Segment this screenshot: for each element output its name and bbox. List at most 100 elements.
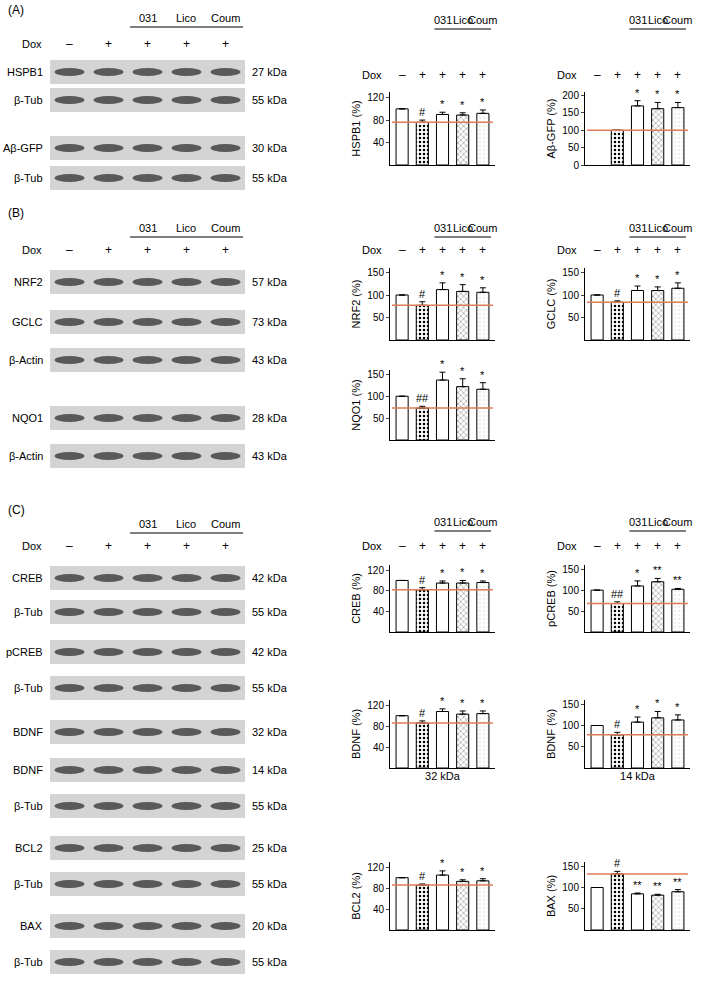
svg-text:#: # (419, 288, 426, 300)
svg-text:–: – (399, 243, 406, 257)
svg-text:100: 100 (562, 720, 579, 731)
svg-text:Coum: Coum (468, 14, 497, 26)
svg-text:*: * (460, 566, 465, 578)
svg-text:50: 50 (568, 903, 580, 914)
svg-text:+: + (144, 243, 151, 257)
svg-text:BDNF: BDNF (13, 764, 43, 776)
svg-text:Lico: Lico (648, 14, 668, 26)
svg-text:*: * (480, 96, 485, 108)
svg-text:150: 150 (562, 267, 579, 278)
svg-text:β-Actin: β-Actin (9, 354, 43, 366)
svg-text:+: + (654, 243, 661, 257)
svg-text:20 kDa: 20 kDa (252, 920, 288, 932)
svg-text:BDNF (%): BDNF (%) (545, 709, 557, 759)
svg-text:100: 100 (562, 585, 579, 596)
svg-text:32 kDa: 32 kDa (425, 770, 461, 782)
svg-text:#: # (419, 870, 426, 882)
svg-text:Dox: Dox (362, 244, 382, 256)
svg-text:Coum: Coum (468, 516, 497, 528)
svg-text:50: 50 (373, 312, 385, 323)
svg-text:Dox: Dox (362, 540, 382, 552)
svg-text:14 kDa: 14 kDa (252, 764, 288, 776)
svg-text:*: * (440, 358, 445, 370)
svg-text:40: 40 (373, 742, 385, 753)
svg-text:*: * (480, 369, 485, 381)
svg-text:β-Tub: β-Tub (14, 682, 43, 694)
svg-text:NQO1: NQO1 (12, 412, 43, 424)
svg-text:40: 40 (373, 606, 385, 617)
svg-text:Aβ-GFP: Aβ-GFP (3, 142, 43, 154)
svg-text:(A): (A) (8, 3, 24, 17)
svg-text:#: # (419, 707, 426, 719)
svg-text:Coum: Coum (468, 222, 497, 234)
svg-text:Dox: Dox (557, 244, 577, 256)
svg-text:+: + (614, 539, 621, 553)
svg-text:β-Tub: β-Tub (14, 956, 43, 968)
svg-text:0: 0 (573, 160, 579, 171)
svg-text:*: * (655, 88, 660, 100)
svg-text:*: * (480, 274, 485, 286)
svg-text:27 kDa: 27 kDa (252, 66, 288, 78)
svg-text:*: * (480, 567, 485, 579)
svg-text:–: – (66, 539, 73, 553)
svg-text:*: * (635, 703, 640, 715)
svg-text:BAX: BAX (20, 920, 43, 932)
svg-text:*: * (655, 697, 660, 709)
svg-text:β-Actin: β-Actin (9, 450, 43, 462)
svg-text:+: + (105, 243, 112, 257)
svg-text:031: 031 (434, 516, 452, 528)
svg-text:**: ** (673, 574, 682, 586)
svg-text:*: * (440, 269, 445, 281)
svg-text:β-Tub: β-Tub (14, 172, 43, 184)
svg-text:*: * (460, 271, 465, 283)
svg-text:Coum: Coum (663, 516, 692, 528)
svg-text:50: 50 (568, 142, 580, 153)
svg-text:Lico: Lico (176, 12, 196, 24)
svg-text:57 kDa: 57 kDa (252, 276, 288, 288)
svg-text:55 kDa: 55 kDa (252, 800, 288, 812)
svg-text:42 kDa: 42 kDa (252, 646, 288, 658)
svg-text:14 kDa: 14 kDa (620, 770, 656, 782)
svg-text:*: * (675, 269, 680, 281)
svg-text:50: 50 (373, 413, 385, 424)
svg-text:Lico: Lico (648, 222, 668, 234)
svg-text:+: + (419, 243, 426, 257)
svg-text:+: + (144, 539, 151, 553)
svg-text:pCREB (%): pCREB (%) (545, 570, 557, 627)
svg-text:#: # (614, 718, 621, 730)
svg-text:+: + (654, 68, 661, 82)
svg-text:BCL2: BCL2 (15, 842, 43, 854)
svg-text:(C): (C) (8, 503, 25, 517)
svg-text:–: – (594, 539, 601, 553)
svg-text:43 kDa: 43 kDa (252, 450, 288, 462)
svg-text:GCLC (%): GCLC (%) (545, 279, 557, 330)
svg-text:–: – (66, 243, 73, 257)
svg-text:#: # (419, 106, 426, 118)
svg-text:42 kDa: 42 kDa (252, 572, 288, 584)
svg-text:55 kDa: 55 kDa (252, 682, 288, 694)
svg-text:(B): (B) (8, 206, 24, 220)
svg-text:+: + (105, 539, 112, 553)
svg-text:*: * (480, 865, 485, 877)
svg-text:+: + (479, 68, 486, 82)
svg-text:**: ** (653, 880, 662, 892)
svg-text:HSPB1 (%): HSPB1 (%) (350, 100, 362, 156)
svg-text:100: 100 (562, 125, 579, 136)
svg-text:120: 120 (367, 92, 384, 103)
svg-text:Dox: Dox (22, 540, 42, 552)
svg-text:+: + (439, 68, 446, 82)
svg-text:Dox: Dox (362, 69, 382, 81)
svg-text:120: 120 (367, 862, 384, 873)
svg-text:150: 150 (367, 369, 384, 380)
svg-text:80: 80 (373, 115, 385, 126)
svg-text:80: 80 (373, 585, 385, 596)
svg-text:100: 100 (562, 290, 579, 301)
svg-text:+: + (459, 68, 466, 82)
svg-text:BAX (%): BAX (%) (545, 875, 557, 917)
svg-text:Lico: Lico (453, 14, 473, 26)
svg-text:*: * (440, 857, 445, 869)
svg-text:28 kDa: 28 kDa (252, 412, 288, 424)
svg-text:+: + (634, 68, 641, 82)
svg-text:25 kDa: 25 kDa (252, 842, 288, 854)
svg-text:β-Tub: β-Tub (14, 94, 43, 106)
